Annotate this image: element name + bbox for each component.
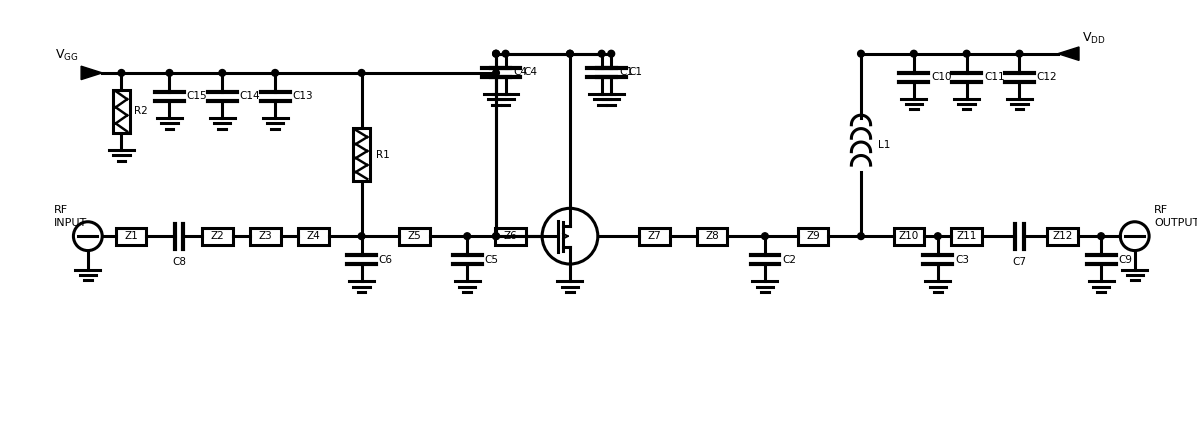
Text: C6: C6 <box>378 255 393 265</box>
Text: C7: C7 <box>1013 257 1027 267</box>
Bar <box>298 228 329 245</box>
Text: Z5: Z5 <box>407 231 421 241</box>
Circle shape <box>166 70 172 76</box>
Text: C10: C10 <box>931 72 952 82</box>
Bar <box>697 228 728 245</box>
Text: $\mathregular{V_{DD}}$: $\mathregular{V_{DD}}$ <box>1082 31 1106 46</box>
Text: Z1: Z1 <box>124 231 138 241</box>
Text: INPUT: INPUT <box>54 218 87 228</box>
Text: OUTPUT: OUTPUT <box>1154 218 1197 228</box>
Text: C12: C12 <box>1037 72 1057 82</box>
Bar <box>894 228 924 245</box>
Text: R1: R1 <box>376 149 390 159</box>
Bar <box>639 228 670 245</box>
Bar <box>250 228 281 245</box>
Text: R2: R2 <box>134 106 147 116</box>
Text: C13: C13 <box>292 92 314 102</box>
Bar <box>113 90 130 133</box>
Polygon shape <box>1058 47 1078 60</box>
Text: C9: C9 <box>1118 255 1132 265</box>
Text: C1: C1 <box>628 67 643 77</box>
Circle shape <box>493 50 499 57</box>
Circle shape <box>857 50 864 57</box>
Circle shape <box>566 50 573 57</box>
Circle shape <box>503 50 509 57</box>
Polygon shape <box>81 66 102 79</box>
Bar <box>1047 228 1078 245</box>
Circle shape <box>219 70 226 76</box>
Text: Z10: Z10 <box>899 231 919 241</box>
Circle shape <box>358 233 365 239</box>
Circle shape <box>493 233 499 239</box>
Circle shape <box>608 50 614 57</box>
Circle shape <box>566 50 573 57</box>
Circle shape <box>935 233 941 239</box>
Text: Z6: Z6 <box>504 231 517 241</box>
Circle shape <box>598 50 604 57</box>
Text: C5: C5 <box>485 255 498 265</box>
Circle shape <box>857 233 864 239</box>
Text: L1: L1 <box>879 140 891 150</box>
Circle shape <box>493 233 499 239</box>
Circle shape <box>493 50 499 57</box>
Text: C4: C4 <box>523 67 537 77</box>
Text: Z8: Z8 <box>705 231 719 241</box>
Text: RF: RF <box>54 205 68 215</box>
Text: Z9: Z9 <box>806 231 820 241</box>
Text: Z7: Z7 <box>648 231 662 241</box>
Text: C2: C2 <box>782 255 796 265</box>
Text: Z11: Z11 <box>956 231 977 241</box>
Circle shape <box>358 70 365 76</box>
Text: C4: C4 <box>514 67 528 77</box>
Circle shape <box>911 50 917 57</box>
Circle shape <box>119 70 124 76</box>
Bar <box>353 128 370 181</box>
Text: C1: C1 <box>619 67 633 77</box>
Bar <box>399 228 430 245</box>
Circle shape <box>1098 233 1105 239</box>
Text: Z12: Z12 <box>1052 231 1073 241</box>
Text: Z3: Z3 <box>259 231 273 241</box>
Bar <box>116 228 146 245</box>
Bar <box>797 228 828 245</box>
Text: C14: C14 <box>239 92 260 102</box>
Bar <box>952 228 982 245</box>
Text: RF: RF <box>1154 205 1168 215</box>
Text: C15: C15 <box>187 92 207 102</box>
Bar <box>496 228 525 245</box>
Circle shape <box>493 70 499 76</box>
Circle shape <box>464 233 470 239</box>
Text: Z2: Z2 <box>211 231 224 241</box>
Text: $\mathregular{V_{GG}}$: $\mathregular{V_{GG}}$ <box>55 48 78 64</box>
Circle shape <box>964 50 970 57</box>
Text: Z4: Z4 <box>306 231 321 241</box>
Circle shape <box>1016 50 1022 57</box>
Bar <box>202 228 233 245</box>
Text: C8: C8 <box>172 257 186 267</box>
Circle shape <box>272 70 279 76</box>
Text: C11: C11 <box>984 72 1004 82</box>
Text: C3: C3 <box>955 255 970 265</box>
Circle shape <box>761 233 768 239</box>
